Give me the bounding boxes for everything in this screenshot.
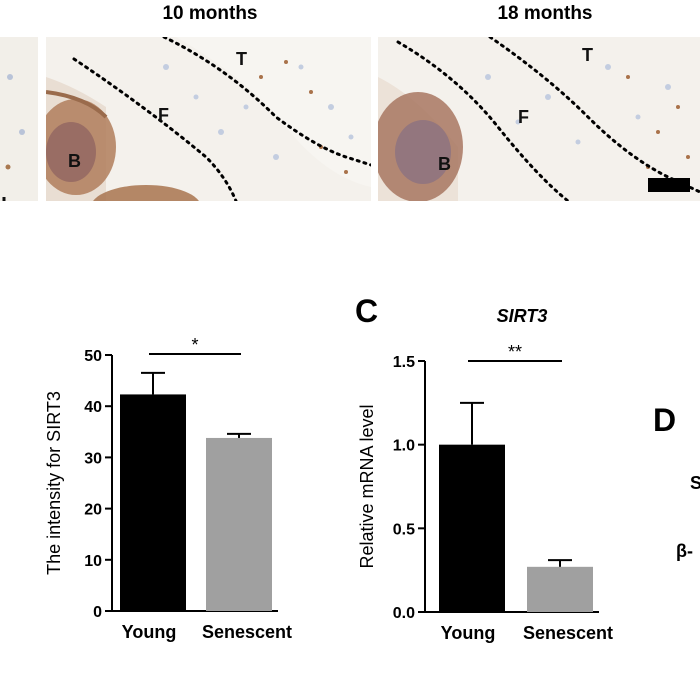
- region-label-f: F: [518, 107, 529, 127]
- region-label-t: T: [582, 45, 593, 65]
- significance-marker: *: [191, 335, 198, 355]
- significance-marker: **: [508, 342, 522, 362]
- region-label-f: F: [158, 105, 169, 125]
- partial-tissue-svg: [0, 37, 38, 201]
- y-tick-label: 40: [84, 399, 102, 416]
- scale-bar: [648, 178, 690, 192]
- y-tick-label: 50: [84, 348, 102, 365]
- y-tick-label: 1.0: [393, 438, 415, 455]
- y-axis-label: The intensity for SIRT3: [44, 391, 64, 575]
- y-tick-label: 1.5: [393, 354, 415, 371]
- y-axis-label: Relative mRNA level: [357, 404, 377, 568]
- micrograph-10-months: T F B: [46, 37, 371, 201]
- region-label-b: B: [68, 151, 81, 171]
- panel-letter-c: C: [355, 293, 379, 329]
- micrograph-10-months-svg: T F B: [46, 37, 371, 201]
- y-tick-label: 30: [84, 450, 102, 467]
- chart-title-sirt3: SIRT3: [496, 306, 548, 326]
- partial-label-s: S: [690, 473, 700, 493]
- header-10-months: 10 months: [162, 3, 258, 24]
- header-18-months: 18 months: [497, 3, 593, 24]
- category-label: Young: [122, 622, 177, 642]
- category-label: Young: [441, 623, 496, 643]
- category-label: Senescent: [202, 622, 292, 642]
- bar-senescent: [527, 566, 593, 612]
- y-tick-label: 10: [84, 553, 102, 570]
- region-label-t: T: [236, 49, 247, 69]
- chart-intensity: 0 10 20 30 40 50 The intensity for SIRT3 Young S…: [44, 335, 292, 642]
- bar-young: [439, 444, 505, 612]
- bar-senescent: [206, 437, 272, 611]
- bar-young: [120, 394, 186, 611]
- y-tick-label: 20: [84, 502, 102, 519]
- chart-mrna: 0.0 0.5 1.0 1.5 Relative mRNA level Young Sene…: [357, 342, 613, 643]
- micrograph-18-months: T F B: [378, 37, 700, 201]
- micrograph-18-months-svg: T F B: [378, 37, 700, 201]
- y-tick-label: 0.0: [393, 605, 415, 622]
- y-tick-label: 0.5: [393, 521, 415, 538]
- region-label-b: B: [438, 154, 451, 174]
- partial-label-beta: β-: [676, 541, 693, 561]
- y-tick-label: 0: [93, 604, 102, 621]
- category-label: Senescent: [523, 623, 613, 643]
- micrograph-partial-left: [0, 37, 38, 201]
- panel-letter-d: D: [653, 402, 677, 438]
